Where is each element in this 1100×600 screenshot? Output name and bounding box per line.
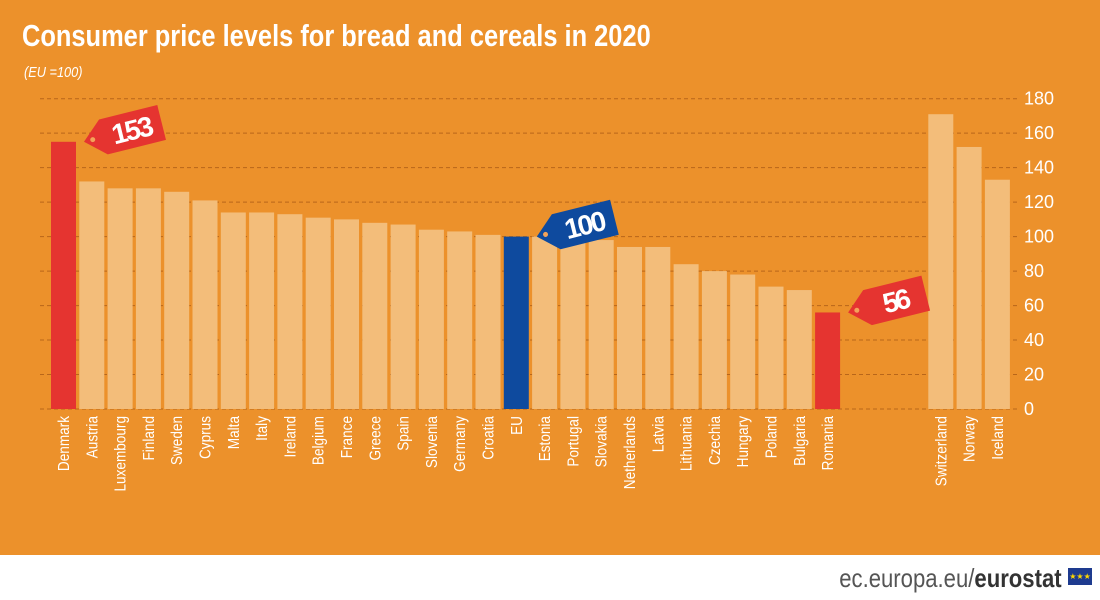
bar-poland — [758, 286, 784, 409]
x-tick-label: Cyprus — [198, 416, 215, 459]
x-tick-label: Hungary — [735, 415, 752, 467]
x-tick-label: Czechia — [707, 415, 724, 465]
bar-iceland — [984, 179, 1010, 409]
x-tick-label: Sweden — [169, 416, 186, 465]
bar-spain — [390, 224, 416, 409]
y-tick-label: 20 — [1024, 365, 1044, 385]
bar-germany — [447, 231, 473, 409]
bar-switzerland — [928, 114, 954, 409]
bar-malta — [220, 212, 246, 409]
x-tick-label: Luxembourg — [113, 416, 130, 492]
bar-chart: 0 20 40 60 80 100 120 140 160 180 Denmark Austria Lu… — [40, 89, 1054, 492]
bar-hungary — [730, 274, 756, 409]
x-tick-label: Greece — [367, 416, 384, 461]
bar-france — [334, 219, 359, 409]
bar-netherlands — [617, 246, 642, 409]
bar-ireland — [277, 214, 303, 409]
x-tick-label: Belgium — [311, 416, 328, 465]
x-tick-label: Latvia — [650, 415, 667, 452]
y-tick-label: 80 — [1024, 261, 1044, 281]
x-tick-label: Malta — [226, 415, 243, 449]
chart-area: Consumer price levels for bread and cere… — [0, 0, 1100, 555]
bar-slovakia — [588, 240, 614, 409]
y-tick-label: 180 — [1024, 89, 1054, 109]
x-tick-label: Norway — [962, 415, 979, 462]
x-tick-label: Italy — [254, 415, 271, 440]
x-tick-label: Lithuania — [679, 415, 696, 471]
eu-flag-icon: ★★★ — [1068, 568, 1092, 585]
bar-slovenia — [418, 229, 444, 409]
y-tick-label: 160 — [1024, 123, 1054, 143]
chart-subtitle: (EU =100) — [24, 64, 83, 81]
x-tick-label: Romania — [820, 415, 837, 470]
bar-luxembourg — [107, 188, 133, 409]
x-tick-label: Ireland — [282, 416, 299, 458]
y-tick-label: 100 — [1024, 227, 1054, 247]
x-tick-label: EU — [509, 416, 526, 435]
x-tick-label: Slovenia — [424, 415, 441, 468]
x-tick-label: Slovakia — [594, 415, 611, 467]
bar-latvia — [645, 246, 671, 409]
x-tick-label: Iceland — [990, 416, 1007, 460]
x-tick-label: Spain — [396, 416, 413, 451]
bar-romania — [815, 312, 841, 409]
bar-lithuania — [673, 264, 699, 409]
x-tick-label: Switzerland — [933, 416, 950, 486]
bar-estonia — [532, 236, 558, 409]
y-tick-label: 40 — [1024, 330, 1044, 350]
price-tag-eu: 100 — [536, 199, 619, 250]
y-tick-label: 60 — [1024, 296, 1044, 316]
bar-austria — [79, 181, 105, 409]
y-tick-label: 140 — [1024, 158, 1054, 178]
x-tick-label: Denmark — [56, 415, 73, 471]
footer-link[interactable]: ec.europa.eu/eurostat — [840, 563, 1062, 594]
bar-denmark — [51, 141, 76, 409]
x-tick-label: Estonia — [537, 415, 554, 461]
site-text: ec.europa.eu/ — [839, 563, 975, 593]
bar-belgium — [305, 217, 331, 409]
bar-sweden — [164, 191, 190, 409]
bar-greece — [362, 222, 388, 409]
bar-finland — [135, 188, 161, 409]
x-tick-label: Finland — [141, 416, 158, 461]
x-tick-label: France — [339, 416, 356, 458]
x-tick-label: Germany — [452, 415, 469, 471]
chart-title: Consumer price levels for bread and cere… — [22, 18, 651, 53]
x-tick-label: Poland — [764, 416, 781, 458]
bar-cyprus — [192, 200, 218, 409]
bar-portugal — [560, 238, 586, 409]
footer: ec.europa.eu/eurostat ★★★ — [0, 555, 1100, 600]
x-tick-label: Croatia — [481, 415, 498, 459]
price-tag-romania: 56 — [848, 275, 931, 326]
x-tick-label: Bulgaria — [792, 415, 809, 466]
bar-croatia — [475, 234, 501, 409]
bar-czechia — [701, 271, 727, 409]
y-tick-label: 120 — [1024, 192, 1054, 212]
brand-text: eurostat — [974, 563, 1062, 593]
bar-eu — [503, 236, 529, 409]
bar-norway — [956, 146, 982, 410]
bar-italy — [249, 212, 275, 409]
x-tick-label: Netherlands — [622, 416, 639, 489]
bar-bulgaria — [786, 290, 812, 409]
price-tag-denmark: 153 — [84, 104, 166, 155]
y-tick-label: 0 — [1024, 399, 1034, 419]
x-tick-label: Austria — [84, 415, 101, 458]
x-tick-label: Portugal — [565, 416, 582, 467]
